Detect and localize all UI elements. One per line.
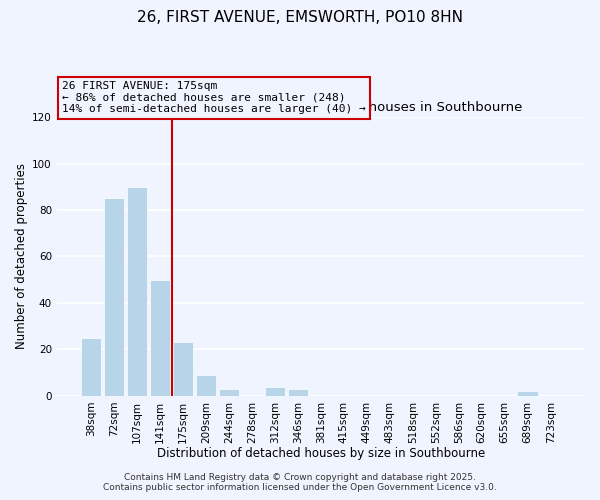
Bar xyxy=(104,198,124,396)
Bar xyxy=(196,375,217,396)
Y-axis label: Number of detached properties: Number of detached properties xyxy=(15,164,28,350)
Bar xyxy=(218,389,239,396)
Title: Size of property relative to detached houses in Southbourne: Size of property relative to detached ho… xyxy=(119,102,523,114)
Bar xyxy=(517,391,538,396)
X-axis label: Distribution of detached houses by size in Southbourne: Distribution of detached houses by size … xyxy=(157,447,485,460)
Bar xyxy=(81,338,101,396)
Bar xyxy=(150,280,170,396)
Text: 26, FIRST AVENUE, EMSWORTH, PO10 8HN: 26, FIRST AVENUE, EMSWORTH, PO10 8HN xyxy=(137,10,463,25)
Text: Contains HM Land Registry data © Crown copyright and database right 2025.
Contai: Contains HM Land Registry data © Crown c… xyxy=(103,473,497,492)
Bar xyxy=(265,386,285,396)
Text: 26 FIRST AVENUE: 175sqm
← 86% of detached houses are smaller (248)
14% of semi-d: 26 FIRST AVENUE: 175sqm ← 86% of detache… xyxy=(62,81,366,114)
Bar xyxy=(173,342,193,396)
Bar xyxy=(127,186,148,396)
Bar xyxy=(287,389,308,396)
